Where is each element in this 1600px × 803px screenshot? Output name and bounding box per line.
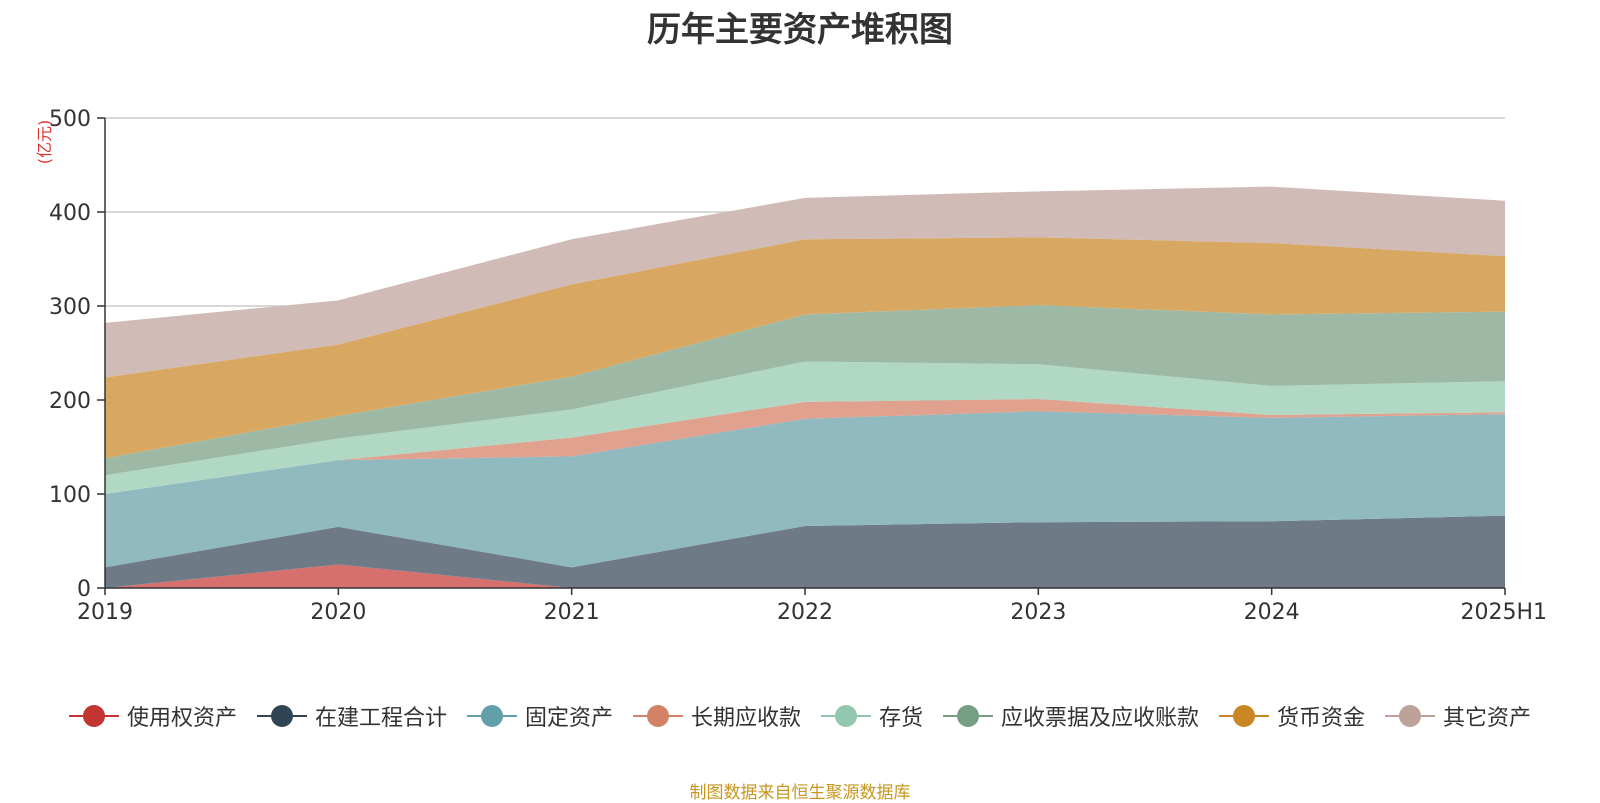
- y-tick-label: 500: [49, 107, 91, 132]
- legend-item[interactable]: 存货: [821, 700, 923, 732]
- legend-label: 应收票据及应收账款: [1001, 706, 1200, 731]
- area-货币资金: [105, 237, 1505, 459]
- legend-marker-icon: [943, 705, 994, 727]
- area-长期应收款: [105, 399, 1505, 494]
- legend-label: 固定资产: [524, 706, 613, 731]
- legend-label: 其它资产: [1443, 706, 1532, 731]
- legend-item[interactable]: 其它资产: [1385, 700, 1531, 732]
- legend-item[interactable]: 货币资金: [1219, 700, 1365, 732]
- legend-label: 长期应收款: [690, 706, 801, 731]
- legend-label: 在建工程合计: [314, 706, 447, 731]
- x-tick-label: 2025H1: [1460, 600, 1547, 625]
- legend-label: 使用权资产: [126, 706, 237, 731]
- area-layer: [105, 186, 1505, 588]
- axes: 0 100 200 300 400 500 2019 2020 2021 2022 2023 2024…: [49, 107, 1547, 625]
- x-tick-label: 2021: [544, 600, 600, 625]
- y-tick-label: 0: [77, 577, 91, 602]
- area-在建工程合计: [105, 515, 1505, 588]
- area-固定资产: [105, 411, 1505, 568]
- chart-title: 历年主要资产堆积图: [647, 10, 953, 50]
- x-tick-label: 2024: [1244, 600, 1300, 625]
- y-tick-label: 100: [49, 483, 91, 508]
- x-tick-label: 2019: [77, 600, 133, 625]
- legend-item[interactable]: 应收票据及应收账款: [943, 700, 1199, 732]
- legend-item[interactable]: 长期应收款: [632, 700, 801, 732]
- legend: 使用权资产 在建工程合计 固定资产 长期应收款 存货 应收票据及应收账款 货币资金 其它资产: [0, 700, 1600, 732]
- legend-marker-icon: [68, 705, 119, 727]
- x-tick-label: 2022: [777, 600, 833, 625]
- area-使用权资产: [105, 564, 1505, 588]
- area-存货: [105, 361, 1505, 494]
- stacked-area-chart: 0 100 200 300 400 500 2019 2020 2021 2022 2023 2024…: [35, 107, 1547, 625]
- y-tick-label: 300: [49, 295, 91, 320]
- legend-marker-icon: [1219, 705, 1270, 727]
- legend-label: 存货: [879, 706, 924, 731]
- y-tick-label: 200: [49, 389, 91, 414]
- x-tick-label: 2023: [1010, 600, 1066, 625]
- legend-item[interactable]: 固定资产: [466, 700, 613, 732]
- area-其它资产: [105, 186, 1505, 378]
- legend-marker-icon: [466, 705, 517, 727]
- legend-marker-icon: [821, 705, 871, 727]
- legend-marker-icon: [1385, 705, 1436, 727]
- legend-item[interactable]: 使用权资产: [68, 700, 237, 732]
- source-note: 制图数据来自恒生聚源数据库: [689, 783, 911, 803]
- x-tick-label: 2020: [310, 600, 366, 625]
- legend-label: 货币资金: [1277, 706, 1366, 731]
- legend-item[interactable]: 在建工程合计: [256, 700, 447, 732]
- legend-marker-icon: [632, 705, 683, 727]
- y-axis-unit: (亿元): [35, 120, 54, 165]
- area-应收票据及应收账款: [105, 305, 1505, 476]
- legend-marker-icon: [256, 705, 307, 727]
- y-tick-label: 400: [49, 201, 91, 226]
